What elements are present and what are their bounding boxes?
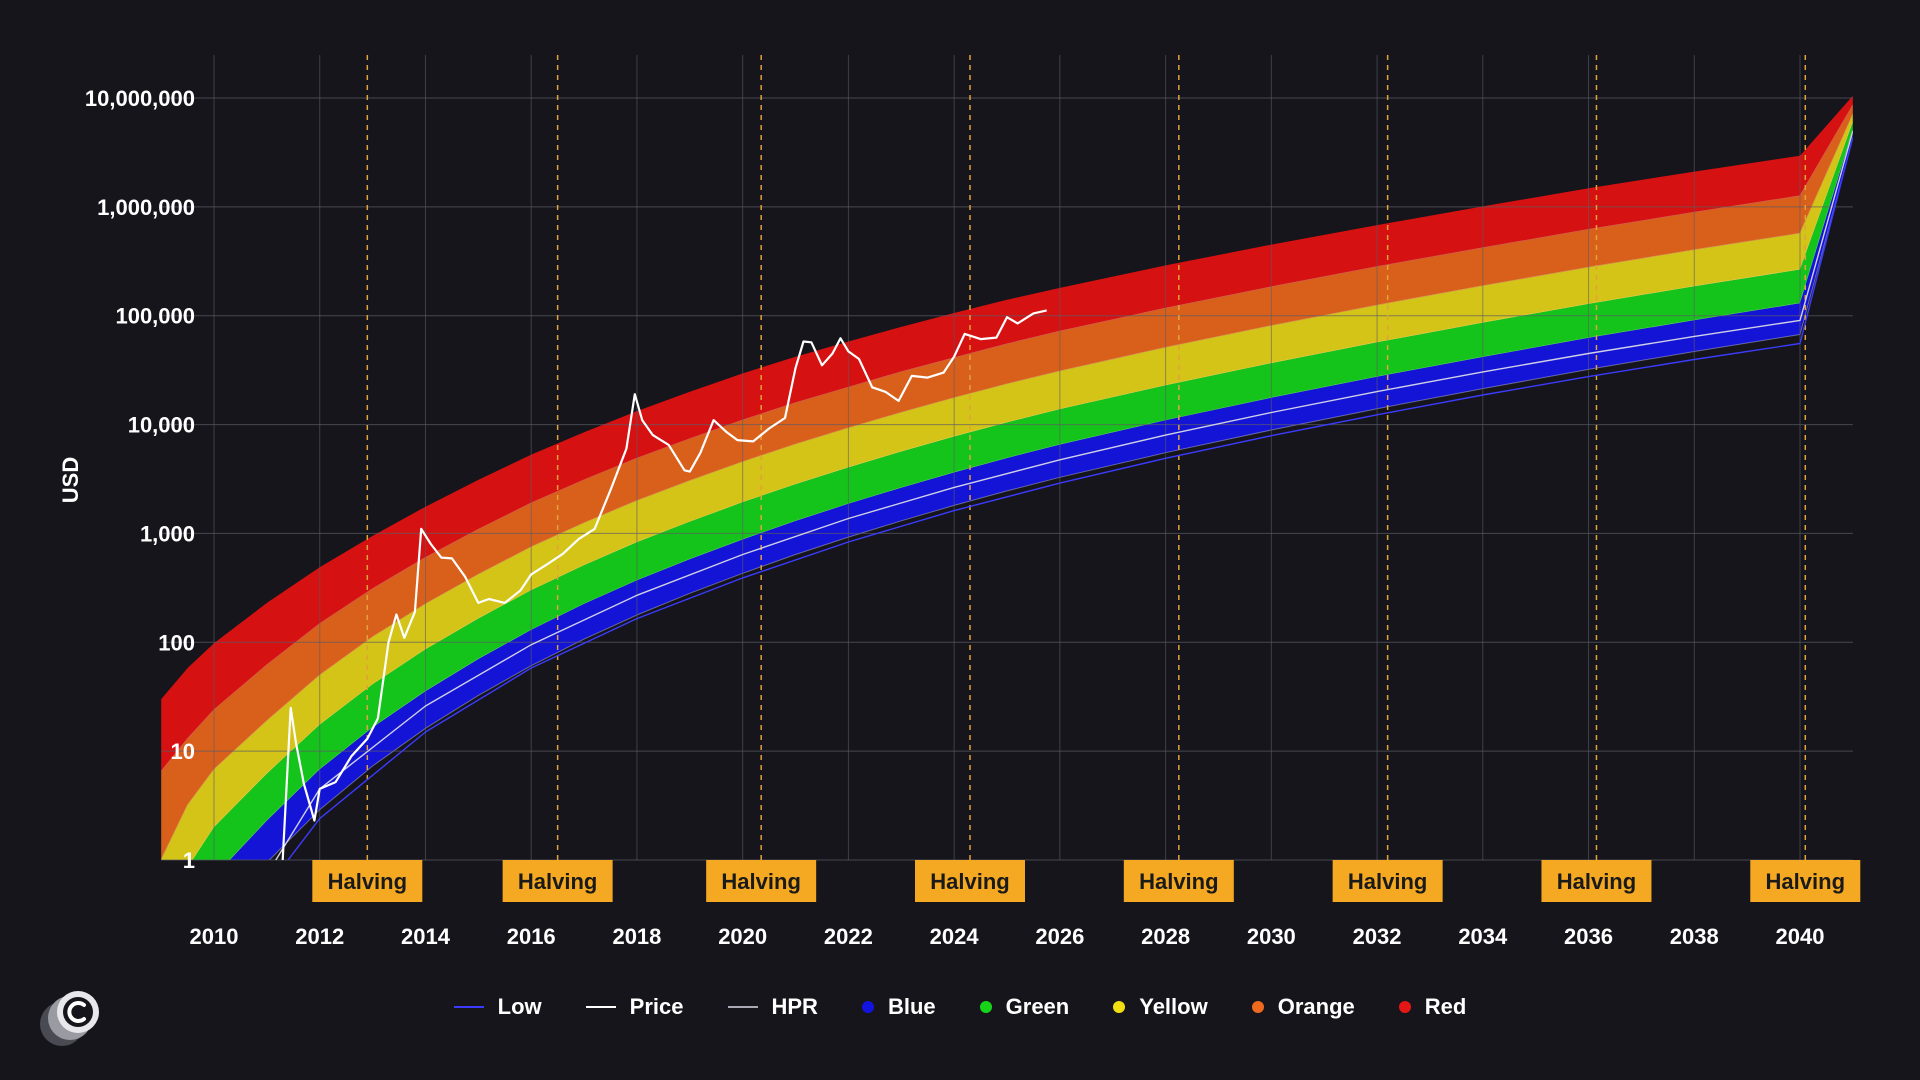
halving-label: Halving (721, 869, 800, 894)
halving-box (1123, 860, 1234, 902)
x-tick-label: 2030 (1247, 924, 1296, 949)
halving-box (1750, 860, 1861, 902)
x-tick-label: 2016 (507, 924, 556, 949)
line-price (281, 309, 1047, 860)
x-tick-label: 2020 (718, 924, 767, 949)
x-tick-label: 2022 (824, 924, 873, 949)
legend-item-orange: Orange (1251, 994, 1355, 1020)
legend-label: HPR (771, 994, 818, 1019)
legend-item-red: Red (1398, 994, 1467, 1020)
legend-label: Red (1424, 994, 1467, 1019)
x-tick-label: 2024 (930, 924, 980, 949)
halving-label: Halving (518, 869, 597, 894)
legend-label: Yellow (1139, 994, 1208, 1019)
x-tick-label: 2034 (1458, 924, 1508, 949)
legend-swatch (453, 1006, 484, 1008)
x-tick-label: 2040 (1776, 924, 1825, 949)
halving-markers: Halving Halving Halving Halving Halving Halvi… (312, 860, 1861, 902)
x-tick-label: 2018 (612, 924, 661, 949)
legend-swatch (979, 1001, 992, 1013)
line-hpr (275, 130, 1853, 860)
halving-marker: Halving (706, 860, 817, 902)
x-tick-label: 2028 (1141, 924, 1190, 949)
legend-label: Orange (1277, 994, 1355, 1019)
legend-label: Price (629, 994, 684, 1019)
legend-item-green: Green (979, 994, 1070, 1020)
y-tick-label: 100,000 (115, 304, 195, 329)
halving-label: Halving (1557, 869, 1636, 894)
y-tick-label: 1,000,000 (97, 195, 195, 220)
x-tick-label: 2012 (295, 924, 344, 949)
halving-box (502, 860, 613, 902)
legend-item-hpr: HPR (727, 994, 818, 1020)
halving-label: Halving (1766, 869, 1845, 894)
halving-marker: Halving (914, 860, 1025, 902)
band-yellow (161, 114, 1853, 860)
x-tick-label: 2026 (1035, 924, 1084, 949)
y-tick-label: 10,000 (128, 413, 195, 438)
halving-box (1541, 860, 1652, 902)
legend-swatch (585, 1006, 616, 1008)
x-tick-label: 2014 (401, 924, 451, 949)
halving-lines (366, 55, 1807, 860)
halving-box (706, 860, 817, 902)
halving-marker: Halving (1750, 860, 1861, 902)
legend-label: Low (497, 994, 542, 1019)
band-edge-blue (268, 137, 1853, 860)
legend-item-blue: Blue (861, 994, 936, 1020)
rainbow-bands (161, 95, 1853, 860)
y-axis-label: USD (58, 457, 83, 503)
y-tick-label: 100 (158, 630, 195, 655)
halving-box (914, 860, 1025, 902)
halving-label: Halving (1348, 869, 1427, 894)
legend-label: Green (1005, 994, 1070, 1019)
y-axis-tick-labels: 1 10 100 1,000 10,000 100,000 1,000,000 10,000,… (85, 86, 195, 873)
y-tick-label: 1 (183, 848, 195, 873)
halving-marker: Halving (1541, 860, 1652, 902)
legend-item-price: Price (585, 994, 684, 1020)
series-lines (275, 130, 1853, 860)
legend-label: Blue (887, 994, 936, 1019)
legend-swatch (1398, 1001, 1411, 1013)
y-tick-label: 10 (171, 739, 195, 764)
chart-legend: Low Price HPR Blue Green Yellow Orange Red (0, 994, 1920, 1020)
x-tick-label: 2010 (190, 924, 239, 949)
x-tick-label: 2032 (1353, 924, 1402, 949)
x-tick-label: 2038 (1670, 924, 1719, 949)
halving-marker: Halving (312, 860, 423, 902)
legend-item-yellow: Yellow (1113, 994, 1208, 1020)
grid-lines (161, 55, 1853, 861)
legend-swatch (727, 1006, 758, 1008)
halving-label: Halving (1139, 869, 1218, 894)
legend-swatch (1251, 1001, 1264, 1013)
y-tick-label: 10,000,000 (85, 86, 195, 111)
halving-label: Halving (930, 869, 1009, 894)
band-orange (161, 105, 1853, 860)
halving-marker: Halving (1332, 860, 1443, 902)
halving-box (312, 860, 423, 902)
halving-marker: Halving (1123, 860, 1234, 902)
x-tick-label: 2036 (1564, 924, 1613, 949)
y-tick-label: 1,000 (140, 521, 195, 546)
legend-swatch (1113, 1001, 1126, 1013)
halving-box (1332, 860, 1443, 902)
brand-logo-icon (36, 990, 106, 1050)
halving-marker: Halving (502, 860, 613, 902)
legend-item-low: Low (453, 994, 542, 1020)
line-low (287, 136, 1853, 860)
halving-label: Halving (328, 869, 407, 894)
legend-swatch (861, 1001, 874, 1013)
x-axis-tick-labels: 2010 2012 2014 2016 2018 2020 2022 2024 2026 2028… (190, 924, 1825, 949)
